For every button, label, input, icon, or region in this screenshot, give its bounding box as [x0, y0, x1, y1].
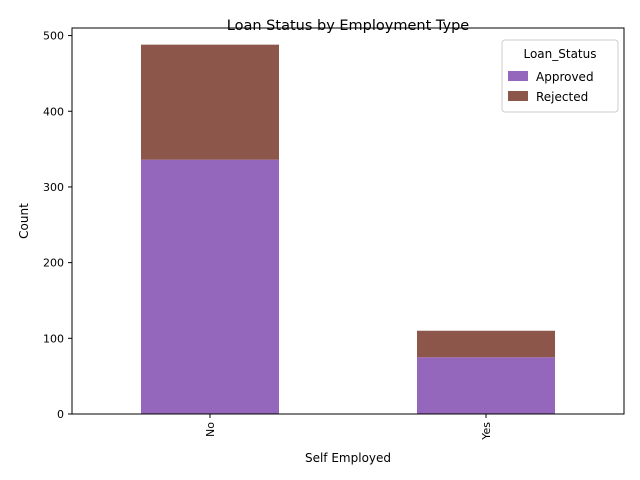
bar-rejected-no	[141, 44, 279, 160]
y-tick-label: 0	[57, 408, 64, 421]
legend-title: Loan_Status	[523, 47, 596, 61]
legend-items: Approved Rejected	[508, 70, 594, 104]
y-tick-label: 200	[43, 257, 64, 270]
y-tick-label: 500	[43, 30, 64, 43]
y-tick-label: 300	[43, 181, 64, 194]
bar-approved-no	[141, 159, 279, 414]
x-axis: No Yes	[204, 414, 493, 441]
legend: Loan_Status Approved Rejected	[501, 39, 619, 113]
y-axis: 0 100 200 300 400 500	[43, 30, 72, 421]
bar-rejected-yes	[417, 330, 555, 358]
y-axis-label: Count	[17, 203, 31, 239]
chart-title: Loan Status by Employment Type	[227, 18, 469, 34]
x-tick-label-no: No	[204, 422, 217, 437]
x-axis-label: Self Employed	[305, 451, 391, 465]
x-tick-label-yes: Yes	[480, 422, 493, 441]
legend-frame	[501, 39, 619, 113]
legend-label-approved: Approved	[536, 70, 594, 84]
legend-label-rejected: Rejected	[536, 90, 588, 104]
bars-group	[141, 44, 555, 414]
bar-approved-yes	[417, 357, 555, 414]
legend-swatch-approved	[508, 71, 528, 81]
y-tick-label: 400	[43, 105, 64, 118]
legend-swatch-rejected	[508, 91, 528, 101]
plot-frame	[71, 27, 625, 415]
y-tick-label: 100	[43, 332, 64, 345]
